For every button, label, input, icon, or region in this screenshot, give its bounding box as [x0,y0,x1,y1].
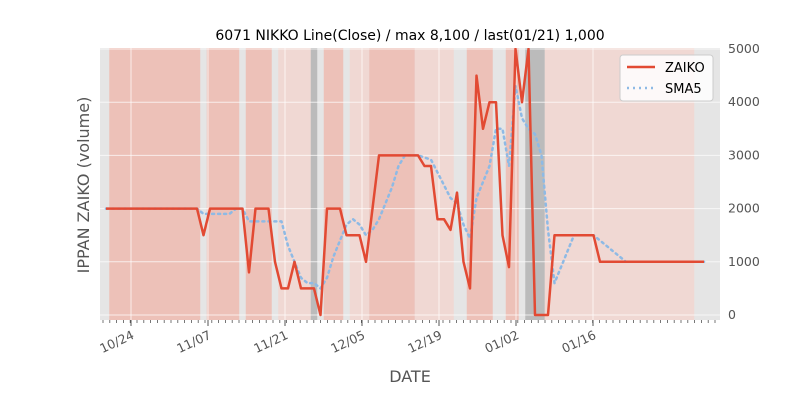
background-band [206,48,240,320]
background-bands [109,48,695,320]
x-tick-label: 12/05 [328,327,367,356]
y-tick-label: 3000 [728,147,760,162]
x-tick-label: 01/16 [559,327,598,356]
x-tick-label: 01/02 [482,327,521,356]
y-axis-ticks: 0 1000 2000 3000 4000 5000 [728,41,760,322]
y-tick-label: 0 [728,307,736,322]
background-band [323,48,344,320]
series-line-zaiko [106,48,704,317]
background-band [278,48,311,320]
x-tick-label: 10/24 [97,327,136,356]
plot-area [100,48,720,320]
x-axis-label: DATE [389,367,431,386]
legend-label-zaiko: ZAIKO [665,61,705,76]
grid-lines [100,48,720,320]
y-tick-label: 1000 [728,254,760,269]
background-band [310,48,318,320]
chart-title: 6071 NIKKO Line(Close) / max 8,100 / las… [215,28,604,44]
background-band [245,48,272,320]
x-tick-label: 11/21 [251,327,290,356]
y-tick-label: 4000 [728,94,760,109]
legend-label-sma5: SMA5 [665,82,702,97]
x-axis-ticks: 10/24 11/07 11/21 12/05 12/19 01/02 01/16 [97,320,716,356]
x-tick-label: 11/07 [174,327,213,356]
x-tick-label: 12/19 [405,327,444,356]
y-tick-label: 5000 [728,41,760,56]
background-band [109,48,201,320]
background-band [349,48,370,320]
y-axis-label: IPPAN ZAIKO (volume) [74,97,93,274]
series-group [104,48,706,317]
y-tick-label: 2000 [728,201,760,216]
legend: ZAIKO SMA5 [619,54,714,102]
